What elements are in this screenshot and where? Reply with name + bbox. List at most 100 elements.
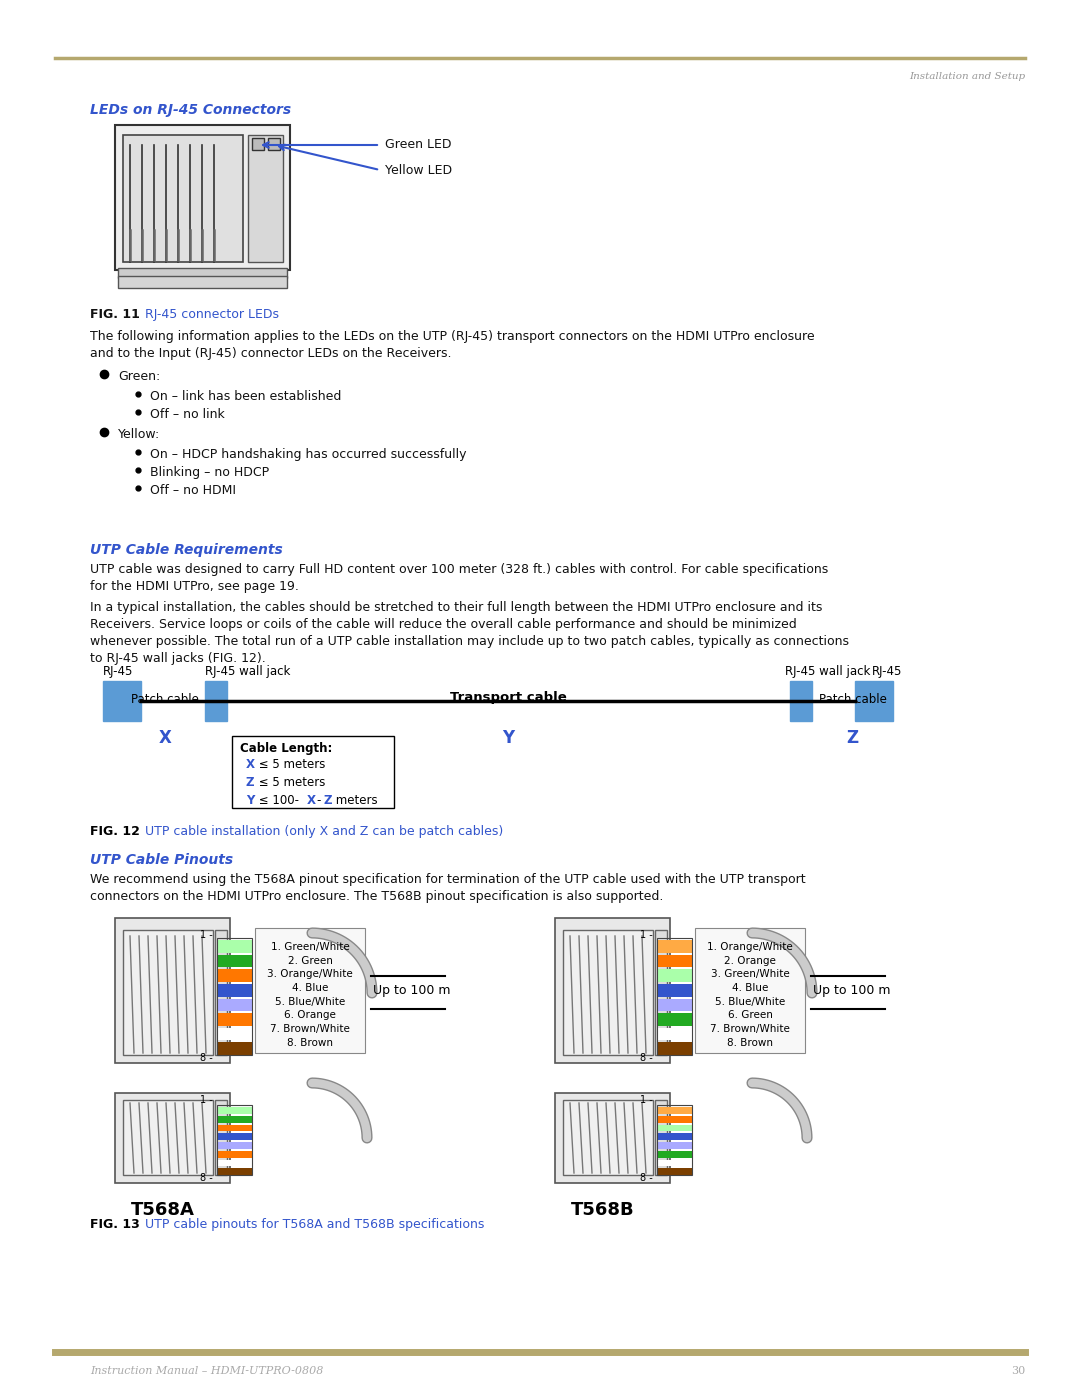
Text: X: X bbox=[307, 793, 316, 807]
Text: Instruction Manual – HDMI-UTPRO-0808: Instruction Manual – HDMI-UTPRO-0808 bbox=[90, 1366, 323, 1376]
Bar bbox=[657, 1168, 692, 1175]
Bar bbox=[657, 1013, 692, 1025]
Bar bbox=[217, 937, 252, 1055]
Bar bbox=[217, 1106, 252, 1113]
Text: 8 -: 8 - bbox=[200, 1053, 213, 1063]
Text: 8 -: 8 - bbox=[640, 1053, 653, 1063]
Bar bbox=[217, 1125, 252, 1132]
Text: Cable Length:: Cable Length: bbox=[240, 742, 333, 754]
Bar bbox=[217, 1160, 252, 1166]
Text: 1. Orange/White: 1. Orange/White bbox=[707, 942, 793, 951]
Text: Off – no link: Off – no link bbox=[150, 408, 225, 420]
Text: Z: Z bbox=[246, 775, 255, 789]
Bar bbox=[657, 954, 692, 967]
Bar bbox=[657, 1042, 692, 1055]
Text: 4. Blue: 4. Blue bbox=[732, 983, 768, 993]
Text: ≤ 100-: ≤ 100- bbox=[255, 793, 299, 807]
Bar bbox=[217, 954, 252, 967]
Text: 1 -: 1 - bbox=[200, 1095, 213, 1105]
Text: On – HDCP handshaking has occurred successfully: On – HDCP handshaking has occurred succe… bbox=[150, 448, 467, 461]
Text: T568A: T568A bbox=[131, 1201, 194, 1220]
Text: ≤ 5 meters: ≤ 5 meters bbox=[255, 775, 325, 789]
Text: 2. Green: 2. Green bbox=[287, 956, 333, 965]
Bar bbox=[657, 1125, 692, 1132]
Bar bbox=[657, 1133, 692, 1140]
Text: 8. Brown: 8. Brown bbox=[727, 1038, 773, 1048]
Text: UTP Cable Requirements: UTP Cable Requirements bbox=[90, 543, 283, 557]
Bar bbox=[217, 970, 252, 982]
Text: X: X bbox=[246, 759, 255, 771]
Bar bbox=[123, 930, 213, 1055]
Text: 1 -: 1 - bbox=[200, 930, 213, 940]
Text: Z: Z bbox=[323, 793, 332, 807]
Bar bbox=[217, 1013, 252, 1025]
Bar bbox=[657, 1116, 692, 1123]
Bar bbox=[118, 277, 287, 288]
Bar bbox=[205, 680, 227, 721]
Bar bbox=[654, 930, 667, 1055]
Text: We recommend using the T568A pinout specification for termination of the UTP cab: We recommend using the T568A pinout spec… bbox=[90, 873, 806, 886]
Bar bbox=[217, 940, 252, 953]
Text: FIG. 12: FIG. 12 bbox=[90, 826, 140, 838]
Bar bbox=[217, 1168, 252, 1175]
Bar bbox=[123, 1099, 213, 1175]
Text: 8 -: 8 - bbox=[200, 1173, 213, 1183]
Bar bbox=[217, 1105, 252, 1175]
Bar bbox=[657, 937, 692, 1055]
Text: 5. Blue/White: 5. Blue/White bbox=[275, 996, 346, 1007]
Bar bbox=[555, 1092, 670, 1183]
Text: RJ-45 wall jack: RJ-45 wall jack bbox=[205, 665, 291, 678]
Bar bbox=[657, 1028, 692, 1041]
Text: for the HDMI UTPro, see page 19.: for the HDMI UTPro, see page 19. bbox=[90, 580, 299, 592]
Text: RJ-45: RJ-45 bbox=[872, 665, 903, 678]
Text: RJ-45: RJ-45 bbox=[103, 665, 133, 678]
Text: 30: 30 bbox=[1011, 1366, 1025, 1376]
Text: Off – no HDMI: Off – no HDMI bbox=[150, 483, 237, 497]
Text: Yellow LED: Yellow LED bbox=[384, 163, 453, 176]
Bar bbox=[217, 999, 252, 1011]
Text: The following information applies to the LEDs on the UTP (RJ-45) transport conne: The following information applies to the… bbox=[90, 330, 814, 344]
Bar bbox=[657, 1106, 692, 1113]
Bar bbox=[657, 983, 692, 996]
Text: LEDs on RJ-45 Connectors: LEDs on RJ-45 Connectors bbox=[90, 103, 292, 117]
Bar bbox=[114, 1092, 230, 1183]
Text: Z: Z bbox=[847, 729, 859, 747]
Text: Up to 100 m: Up to 100 m bbox=[813, 983, 891, 997]
Bar bbox=[696, 928, 805, 1053]
Bar bbox=[657, 970, 692, 982]
Bar bbox=[217, 1028, 252, 1041]
Bar bbox=[114, 918, 230, 1063]
Bar bbox=[563, 930, 653, 1055]
Text: Receivers. Service loops or coils of the cable will reduce the overall cable per: Receivers. Service loops or coils of the… bbox=[90, 617, 797, 631]
Bar bbox=[114, 124, 291, 270]
Text: whenever possible. The total run of a UTP cable installation may include up to t: whenever possible. The total run of a UT… bbox=[90, 636, 849, 648]
Bar bbox=[103, 680, 141, 721]
Bar bbox=[657, 1105, 692, 1175]
Bar bbox=[217, 1151, 252, 1158]
Bar bbox=[555, 918, 670, 1063]
Text: 1. Green/White: 1. Green/White bbox=[271, 942, 349, 951]
Text: 3. Green/White: 3. Green/White bbox=[711, 970, 789, 979]
Bar bbox=[232, 736, 394, 807]
Bar bbox=[255, 928, 365, 1053]
Bar bbox=[217, 1116, 252, 1123]
Text: Blinking – no HDCP: Blinking – no HDCP bbox=[150, 467, 269, 479]
Bar bbox=[657, 999, 692, 1011]
Bar bbox=[118, 268, 287, 278]
Text: meters: meters bbox=[332, 793, 378, 807]
Text: UTP cable installation (only X and Z can be patch cables): UTP cable installation (only X and Z can… bbox=[137, 826, 503, 838]
Bar bbox=[248, 136, 283, 263]
Text: Yellow:: Yellow: bbox=[118, 427, 160, 441]
Text: Y: Y bbox=[246, 793, 255, 807]
Bar bbox=[215, 930, 227, 1055]
Bar bbox=[268, 138, 280, 149]
Text: X: X bbox=[159, 729, 172, 747]
Text: Transport cable: Transport cable bbox=[450, 692, 567, 704]
Text: In a typical installation, the cables should be stretched to their full length b: In a typical installation, the cables sh… bbox=[90, 601, 822, 615]
Text: 6. Orange: 6. Orange bbox=[284, 1010, 336, 1020]
Text: 6. Green: 6. Green bbox=[728, 1010, 772, 1020]
Text: Y: Y bbox=[502, 729, 514, 747]
Text: Installation and Setup: Installation and Setup bbox=[909, 73, 1025, 81]
Bar bbox=[789, 680, 812, 721]
Bar bbox=[217, 1133, 252, 1140]
